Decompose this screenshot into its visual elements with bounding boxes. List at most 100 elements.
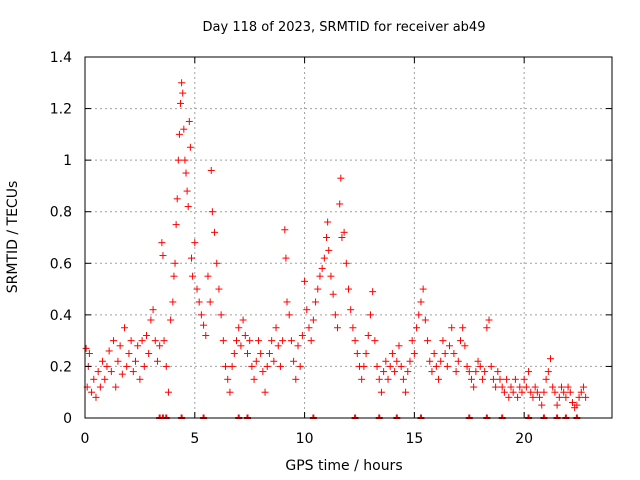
data-point — [366, 311, 374, 319]
data-point — [233, 337, 241, 345]
data-point — [195, 298, 203, 306]
data-point — [282, 254, 290, 262]
data-point — [527, 388, 535, 396]
data-point — [224, 375, 232, 383]
data-point — [566, 388, 574, 396]
data-point — [555, 393, 563, 401]
data-point — [127, 337, 135, 345]
data-point — [136, 375, 144, 383]
data-point — [476, 362, 484, 370]
data-point — [206, 298, 214, 306]
data-point — [373, 362, 381, 370]
data-point — [294, 342, 302, 350]
data-point — [184, 203, 192, 211]
data-point — [211, 228, 219, 236]
data-point — [314, 285, 322, 293]
data-point — [263, 362, 271, 370]
gridlines — [85, 57, 612, 418]
data-point — [450, 350, 458, 358]
data-point — [324, 218, 332, 226]
data-point — [213, 259, 221, 267]
data-point — [342, 259, 350, 267]
data-point — [318, 264, 326, 272]
data-point — [384, 375, 392, 383]
data-point — [279, 337, 287, 345]
data-point — [110, 337, 118, 345]
data-point — [285, 311, 293, 319]
data-point — [518, 388, 526, 396]
data-point — [281, 226, 289, 234]
data-point — [437, 357, 445, 365]
data-point — [96, 383, 104, 391]
data-point — [351, 337, 359, 345]
data-point — [542, 375, 550, 383]
data-point — [301, 277, 309, 285]
data-point — [557, 383, 565, 391]
data-point — [461, 342, 469, 350]
data-point — [149, 306, 157, 314]
data-point — [82, 344, 90, 352]
data-point — [485, 316, 493, 324]
data-point — [101, 375, 109, 383]
data-point — [511, 375, 519, 383]
data-point — [520, 375, 528, 383]
data-point — [142, 331, 150, 339]
data-point — [388, 350, 396, 358]
y-tick-label: 0.8 — [50, 205, 72, 221]
y-tick-label: 0.6 — [50, 256, 72, 272]
data-point — [334, 324, 342, 332]
data-point — [549, 383, 557, 391]
data-point — [197, 311, 205, 319]
data-point — [560, 388, 568, 396]
data-point — [347, 306, 355, 314]
data-point — [193, 285, 201, 293]
data-point — [121, 324, 129, 332]
data-point — [340, 228, 348, 236]
data-point — [338, 234, 346, 241]
data-point — [353, 350, 361, 358]
data-point — [171, 259, 179, 267]
data-point — [173, 195, 181, 203]
data-point — [551, 388, 559, 396]
data-point — [564, 383, 572, 391]
data-point — [239, 316, 247, 324]
data-point — [428, 368, 436, 376]
data-point — [562, 393, 570, 401]
data-point — [362, 350, 370, 358]
data-point — [424, 337, 432, 345]
data-point — [364, 331, 372, 339]
data-point — [415, 311, 423, 319]
data-points — [82, 79, 590, 419]
data-point — [303, 306, 311, 314]
data-point — [114, 357, 122, 365]
data-point — [406, 357, 414, 365]
x-tick-label: 10 — [296, 431, 314, 447]
data-point — [92, 393, 100, 401]
data-point — [189, 272, 197, 280]
x-tick-label: 0 — [81, 431, 90, 447]
data-point — [138, 337, 146, 345]
data-point — [377, 388, 385, 396]
data-point — [202, 331, 210, 339]
data-point — [538, 401, 546, 409]
data-point — [498, 383, 506, 391]
data-point — [386, 362, 394, 370]
data-point — [369, 288, 377, 296]
data-point — [408, 337, 416, 345]
data-point — [105, 347, 113, 355]
data-point — [329, 290, 337, 298]
data-point — [345, 285, 352, 293]
data-point — [402, 388, 410, 396]
data-point — [290, 357, 298, 365]
data-point — [336, 200, 344, 208]
data-point — [182, 169, 190, 177]
data-point — [296, 362, 304, 370]
data-point — [421, 316, 429, 324]
y-axis-label: SRMTID / TECUs — [5, 181, 21, 294]
data-point — [337, 174, 345, 182]
y-tick-label: 0.2 — [50, 359, 72, 375]
data-point — [158, 239, 166, 247]
data-point — [250, 375, 258, 383]
data-point — [125, 350, 133, 358]
data-point — [540, 388, 548, 396]
